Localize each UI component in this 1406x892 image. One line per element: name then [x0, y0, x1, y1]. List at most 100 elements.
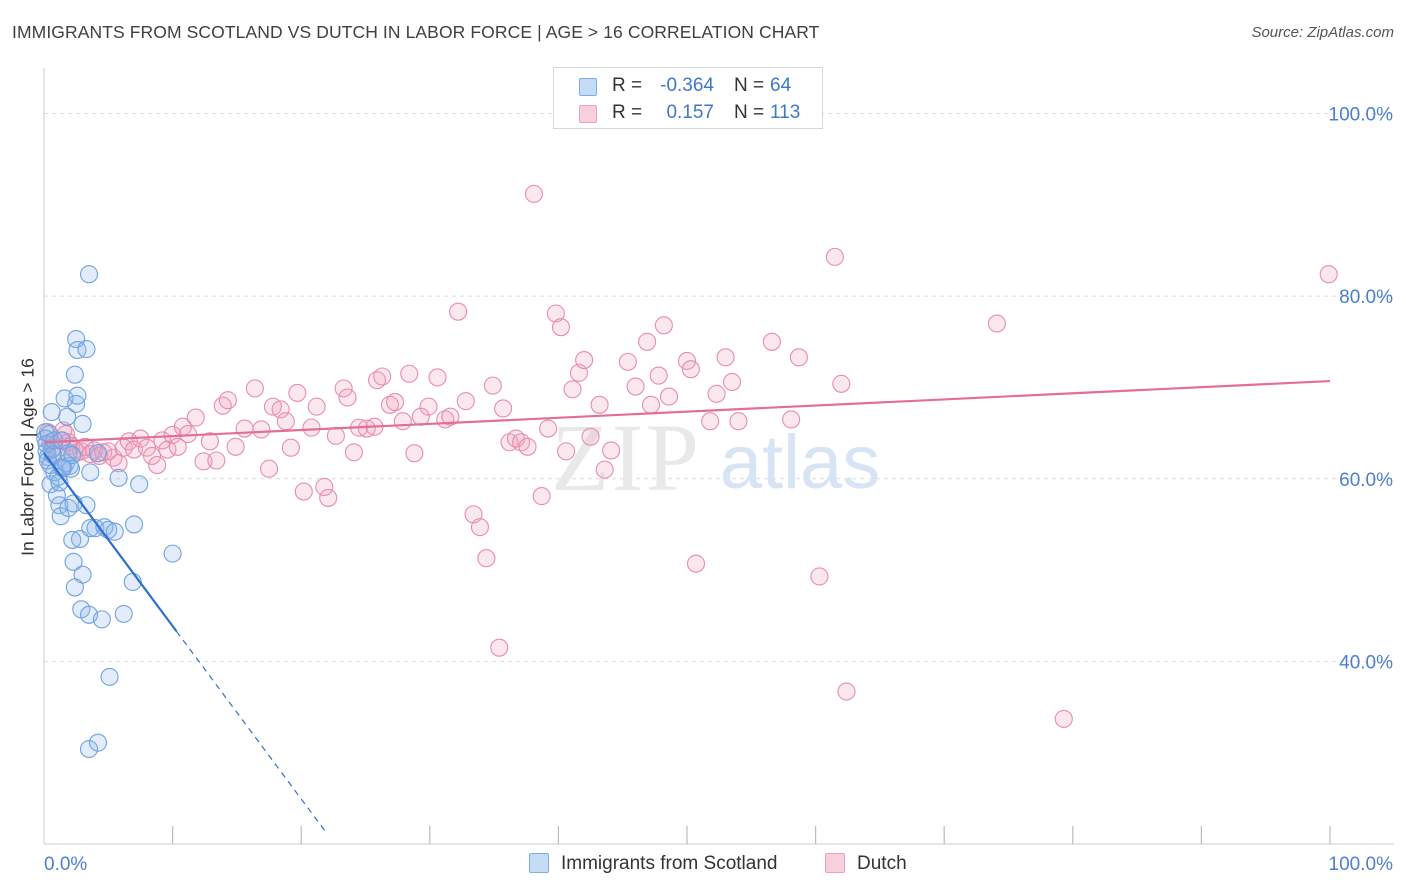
- bottom-legend-label-scotland: Immigrants from Scotland: [561, 853, 778, 874]
- watermark-atlas: atlas: [720, 420, 881, 505]
- dutch-point: [546, 304, 565, 323]
- dutch-point: [729, 412, 748, 431]
- dutch-trend-line: [43, 379, 1331, 444]
- dutch-point: [218, 391, 237, 410]
- dutch-point: [641, 395, 661, 414]
- legend-r-value: -0.364: [660, 75, 714, 96]
- dutch-point: [271, 400, 290, 419]
- bottom-legend-swatch-blue: [529, 853, 549, 873]
- dutch-point: [148, 456, 167, 475]
- dutch-point: [393, 412, 412, 431]
- dutch-point: [595, 460, 614, 479]
- dutch-point: [207, 451, 226, 470]
- dutch-point: [789, 348, 808, 367]
- dutch-point: [405, 444, 424, 463]
- dutch-point: [602, 441, 621, 460]
- dutch-point: [226, 437, 245, 456]
- legend-n-label: N =: [734, 75, 765, 96]
- dutch-point: [186, 408, 205, 427]
- dutch-point: [470, 518, 490, 537]
- dutch-point: [281, 438, 300, 457]
- scotland-point: [105, 522, 124, 541]
- scotland-point: [63, 445, 82, 465]
- x-tick-label: 0.0%: [44, 854, 87, 875]
- dutch-point: [368, 371, 387, 390]
- dutch-point: [987, 314, 1006, 333]
- scotland-point: [114, 604, 133, 623]
- dutch-point: [419, 397, 438, 416]
- scotland-points: [36, 265, 182, 759]
- dutch-point: [441, 407, 460, 426]
- dutch-point: [319, 488, 338, 507]
- scotland-point: [124, 515, 144, 534]
- legend-r-label: R =: [612, 75, 643, 96]
- dutch-point: [194, 452, 213, 471]
- scotland-point: [88, 733, 108, 752]
- scotland-point: [42, 403, 61, 422]
- legend-r-value: 0.157: [666, 102, 714, 123]
- dutch-point: [338, 388, 357, 407]
- dutch-point: [626, 377, 645, 396]
- scotland-point: [109, 468, 128, 487]
- scotland-point: [130, 475, 149, 494]
- y-axis-label: In Labor Force | Age > 16: [17, 358, 38, 556]
- dutch-point: [357, 419, 376, 438]
- dutch-point: [524, 184, 544, 203]
- dutch-point: [518, 437, 537, 456]
- scotland-point: [79, 739, 99, 759]
- dutch-point: [681, 360, 700, 379]
- dutch-point: [326, 426, 345, 445]
- scotland-point: [77, 496, 96, 515]
- dutch-point: [307, 397, 326, 416]
- scotland-trend-extension: [175, 630, 328, 834]
- scotland-point: [163, 544, 182, 563]
- dutch-point: [449, 302, 468, 321]
- bottom-legend-dutch: Dutch: [825, 852, 907, 876]
- dutch-point: [701, 412, 720, 431]
- trend-lines: [43, 379, 1331, 834]
- dutch-point: [252, 420, 271, 439]
- dutch-point: [428, 368, 447, 387]
- legend-swatch-blue: [579, 78, 597, 96]
- dutch-point: [386, 393, 405, 412]
- dutch-point: [259, 459, 279, 478]
- dutch-point: [288, 383, 307, 402]
- dutch-point: [302, 418, 321, 437]
- dutch-point: [707, 384, 726, 403]
- dutch-point: [380, 395, 399, 414]
- tick-labels: 40.0% 60.0% 80.0% 100.0% 0.0% 100.0%: [44, 105, 1393, 875]
- dutch-point: [659, 387, 679, 406]
- legend-row-scotland: R = -0.364 N = 64: [554, 72, 824, 100]
- legend-n-label: N =: [734, 102, 765, 123]
- dutch-point: [334, 379, 353, 398]
- bottom-legend-swatch-pink: [825, 853, 845, 873]
- dutch-point: [563, 380, 582, 399]
- dutch-point: [276, 412, 295, 431]
- legend-n-value: 64: [770, 75, 792, 96]
- y-tick-label: 80.0%: [1339, 287, 1393, 308]
- dutch-point: [722, 372, 742, 392]
- dutch-point: [373, 367, 392, 386]
- dutch-point: [1054, 709, 1073, 728]
- scotland-point: [92, 610, 111, 629]
- dutch-point: [1319, 265, 1338, 284]
- bottom-legend-scotland: Immigrants from Scotland: [529, 852, 777, 876]
- scotland-point: [49, 467, 68, 486]
- chart-title: IMMIGRANTS FROM SCOTLAND VS DUTCH IN LAB…: [12, 22, 820, 42]
- watermark-zip: ZIP: [551, 404, 701, 511]
- dutch-point: [539, 419, 558, 438]
- dutch-point: [200, 432, 219, 451]
- scotland-point: [65, 365, 84, 384]
- y-tick-label: 40.0%: [1339, 652, 1393, 673]
- scotland-point: [81, 463, 100, 482]
- dutch-point: [494, 399, 513, 418]
- y-tick-label: 60.0%: [1339, 470, 1393, 491]
- scotland-point: [68, 386, 87, 405]
- dutch-point: [810, 567, 829, 586]
- legend-r-label: R =: [612, 102, 643, 123]
- dutch-point: [315, 477, 334, 497]
- dutch-point: [590, 395, 609, 414]
- scotland-point: [73, 414, 92, 434]
- dutch-point: [638, 332, 657, 351]
- scotland-point: [79, 265, 99, 284]
